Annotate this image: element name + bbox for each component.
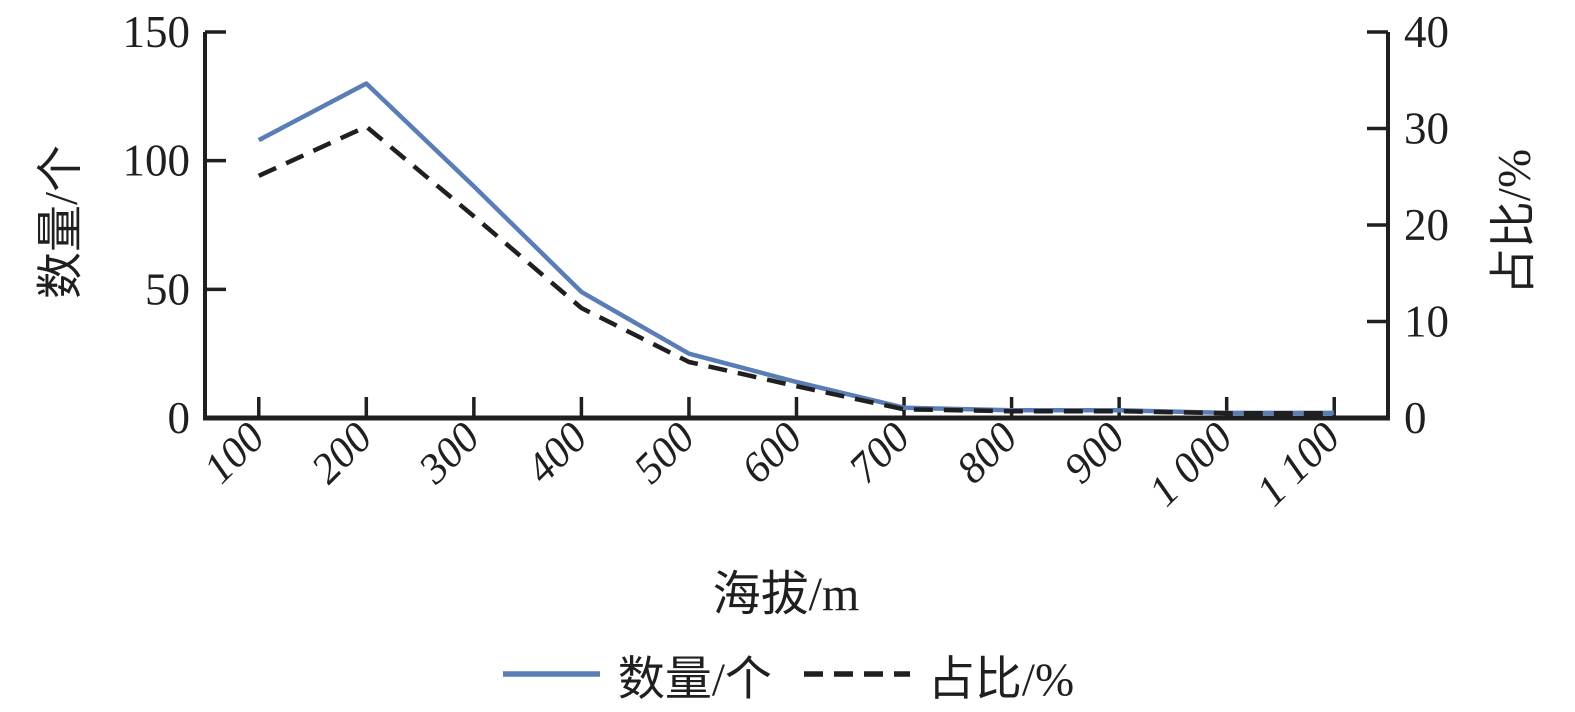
x-tick-label: 100 — [195, 414, 274, 493]
y-left-tick-label: 50 — [145, 264, 190, 314]
legend: 数量/个 占比/% — [0, 642, 1575, 706]
x-tick-label: 600 — [733, 414, 812, 493]
right-axis-title: 占比/% — [1488, 148, 1541, 296]
solid-line-swatch-icon — [502, 671, 600, 677]
left-axis-title: 数量/个 — [35, 144, 88, 300]
x-tick-label: 900 — [1055, 414, 1134, 493]
legend-label-quantity: 数量/个 — [617, 653, 772, 706]
y-right-tick-label: 30 — [1404, 104, 1449, 154]
x-tick-label: 300 — [409, 414, 489, 494]
series-line-percentage — [257, 124, 1335, 416]
legend-item-quantity: 数量/个 — [501, 640, 772, 709]
y-right-tick-label: 20 — [1404, 200, 1449, 250]
y-left-tick-label: 100 — [123, 136, 191, 186]
x-tick-label: 500 — [625, 414, 704, 493]
x-tick-label: 1 000 — [1140, 414, 1242, 516]
y-left-tick-label: 0 — [168, 393, 191, 443]
y-right-tick-label: 40 — [1404, 7, 1449, 57]
x-tick-label: 700 — [840, 414, 919, 493]
x-axis-title: 海拔/m — [712, 568, 860, 621]
y-right-tick-label: 10 — [1404, 297, 1449, 347]
series-line-quantity — [257, 81, 1335, 416]
y-right-tick-label: 0 — [1404, 393, 1427, 443]
x-tick-label: 1 100 — [1248, 414, 1350, 516]
y-left-tick-label: 150 — [123, 7, 191, 57]
x-tick-label: 800 — [948, 414, 1027, 493]
legend-label-percentage: 占比/% — [927, 653, 1075, 706]
legend-item-percentage: 占比/% — [802, 640, 1074, 709]
x-tick-label: 400 — [518, 414, 597, 493]
dashed-line-swatch-icon — [803, 671, 910, 677]
x-tick-label: 200 — [303, 414, 382, 493]
